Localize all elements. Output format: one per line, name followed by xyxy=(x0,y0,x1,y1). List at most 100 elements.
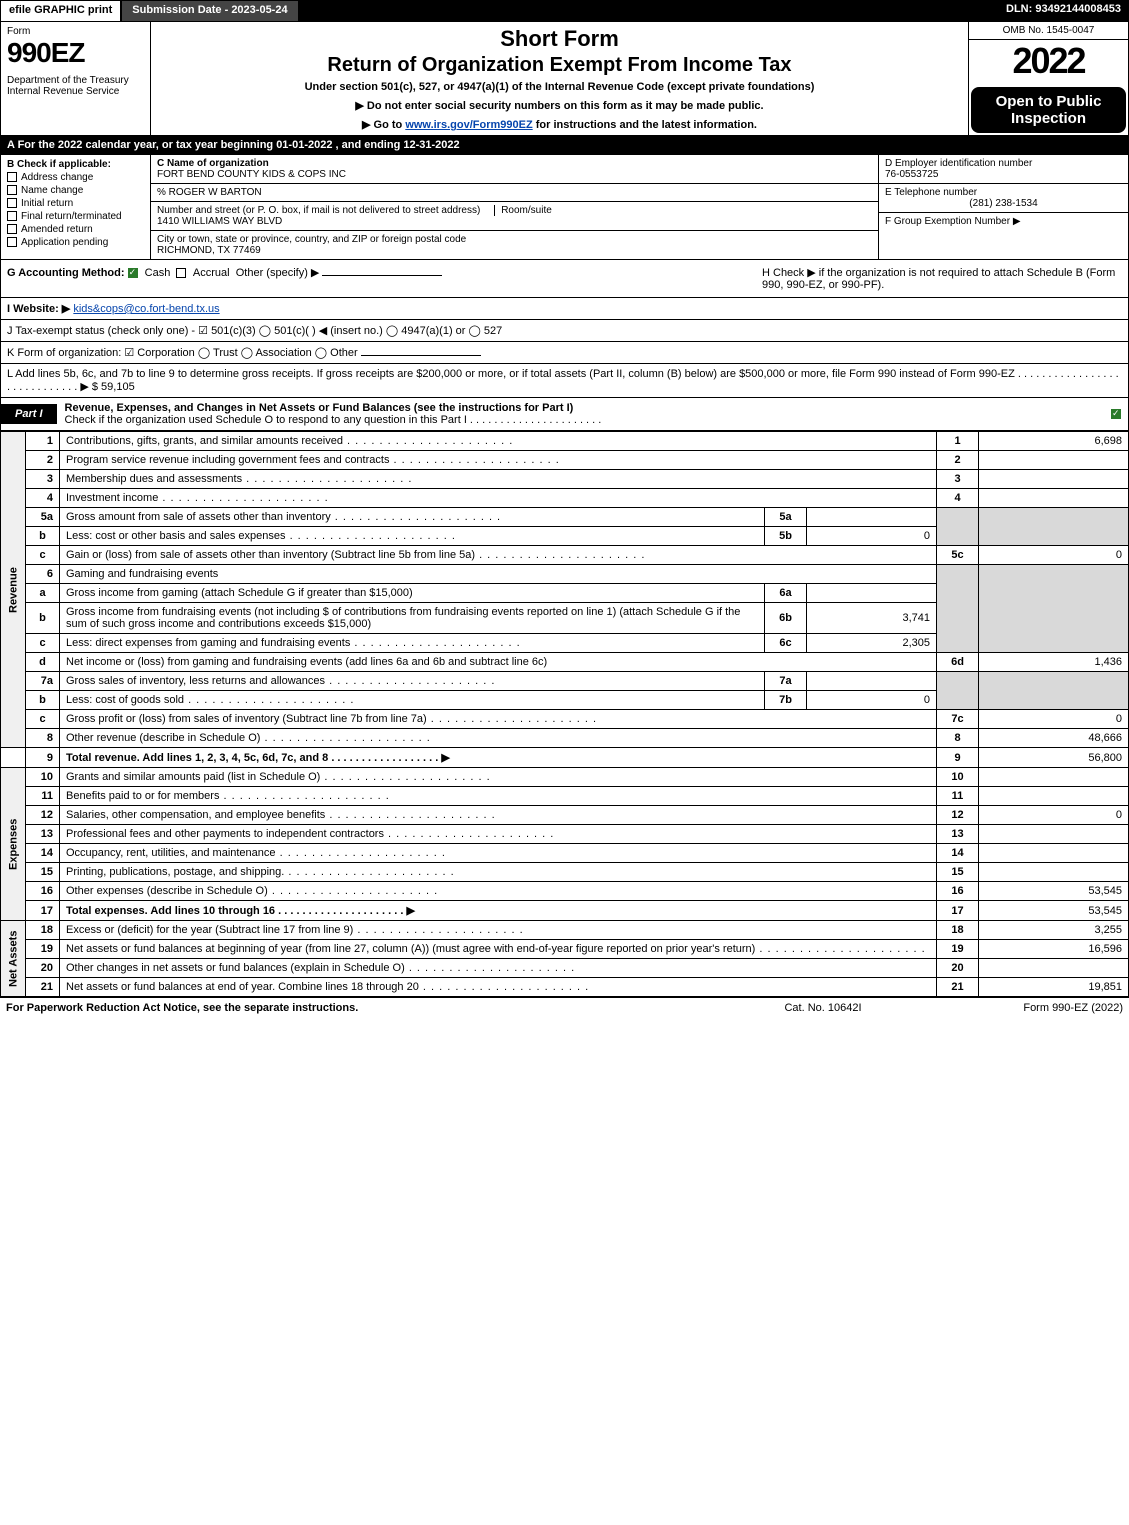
d-label: D Employer identification number xyxy=(885,158,1032,169)
shade-7ab-val xyxy=(979,672,1129,710)
g-accrual: Accrual xyxy=(193,267,230,279)
ln-19-desc: Net assets or fund balances at beginning… xyxy=(60,940,937,959)
h-block: H Check ▶ if the organization is not req… xyxy=(762,266,1122,291)
b-item-3: Final return/terminated xyxy=(21,211,122,222)
ln-17-num: 17 xyxy=(937,901,979,921)
footer-right: Form 990-EZ (2022) xyxy=(923,1002,1123,1014)
ln-8-val: 48,666 xyxy=(979,729,1129,748)
ln-18-num: 18 xyxy=(937,921,979,940)
shade-6-val xyxy=(979,565,1129,653)
ln-13-desc-text: Professional fees and other payments to … xyxy=(66,828,554,840)
revenue-label: Revenue xyxy=(1,432,26,748)
instr-2: ▶ Go to www.irs.gov/Form990EZ for instru… xyxy=(159,118,960,131)
ln-10-num: 10 xyxy=(937,768,979,787)
ln-6b-subval: 3,741 xyxy=(807,603,937,634)
ln-7c-no: c xyxy=(26,710,60,729)
irs-link[interactable]: www.irs.gov/Form990EZ xyxy=(405,119,532,131)
b-header: B Check if applicable: xyxy=(7,159,144,170)
ln-13-val xyxy=(979,825,1129,844)
ln-2-desc-text: Program service revenue including govern… xyxy=(66,454,560,466)
ln-2-no: 2 xyxy=(26,451,60,470)
phone-value: (281) 238-1534 xyxy=(885,198,1122,209)
ln-7c-desc: Gross profit or (loss) from sales of inv… xyxy=(60,710,937,729)
checkbox-icon[interactable] xyxy=(7,211,17,221)
l-text: L Add lines 5b, 6c, and 7b to line 9 to … xyxy=(7,368,1119,393)
c-careof: % ROGER W BARTON xyxy=(151,184,878,202)
ln-5a-subval xyxy=(807,508,937,527)
ln-6a-subval xyxy=(807,584,937,603)
row-a: A For the 2022 calendar year, or tax yea… xyxy=(0,136,1129,155)
chk-application-pending: Application pending xyxy=(7,237,144,248)
b-item-1: Name change xyxy=(21,185,83,196)
checkbox-icon[interactable] xyxy=(7,198,17,208)
ln-11-no: 11 xyxy=(26,787,60,806)
ln-21-val: 19,851 xyxy=(979,978,1129,997)
f-block: F Group Exemption Number ▶ xyxy=(879,213,1128,230)
checkbox-accrual-icon[interactable] xyxy=(176,268,186,278)
website-link[interactable]: kids&cops@co.fort-bend.tx.us xyxy=(73,303,219,315)
ln-10-desc-text: Grants and similar amounts paid (list in… xyxy=(66,771,491,783)
header-right: OMB No. 1545-0047 2022 Open to Public In… xyxy=(968,22,1128,135)
ln-6c-no: c xyxy=(26,634,60,653)
shade-6 xyxy=(937,565,979,653)
ln-21-desc: Net assets or fund balances at end of ye… xyxy=(60,978,937,997)
c-name-block: C Name of organization FORT BEND COUNTY … xyxy=(151,155,878,184)
ln-12-val: 0 xyxy=(979,806,1129,825)
ln-16-val: 53,545 xyxy=(979,882,1129,901)
ln-20-desc-text: Other changes in net assets or fund bala… xyxy=(66,962,575,974)
ln-6c-desc: Less: direct expenses from gaming and fu… xyxy=(60,634,765,653)
dln-label: DLN: 93492144008453 xyxy=(998,0,1129,22)
top-bar: efile GRAPHIC print Submission Date - 20… xyxy=(0,0,1129,22)
ln-5b-desc-text: Less: cost or other basis and sales expe… xyxy=(66,530,456,542)
tax-year: 2022 xyxy=(969,40,1128,85)
ln-6c-sub: 6c xyxy=(765,634,807,653)
part-i-checkbox xyxy=(1108,408,1128,420)
ln-18-val: 3,255 xyxy=(979,921,1129,940)
ln-1-desc-text: Contributions, gifts, grants, and simila… xyxy=(66,435,513,447)
ln-15-num: 15 xyxy=(937,863,979,882)
ln-6a-no: a xyxy=(26,584,60,603)
ln-18-desc: Excess or (deficit) for the year (Subtra… xyxy=(60,921,937,940)
part-i-header: Part I Revenue, Expenses, and Changes in… xyxy=(0,398,1129,431)
ln-4-no: 4 xyxy=(26,489,60,508)
col-def: D Employer identification number 76-0553… xyxy=(878,155,1128,259)
ln-8-desc-text: Other revenue (describe in Schedule O) xyxy=(66,732,431,744)
shade-7ab xyxy=(937,672,979,710)
ln-14-desc: Occupancy, rent, utilities, and maintena… xyxy=(60,844,937,863)
ln-7c-val: 0 xyxy=(979,710,1129,729)
ln-13-num: 13 xyxy=(937,825,979,844)
ln-20-val xyxy=(979,959,1129,978)
ln-5c-num: 5c xyxy=(937,546,979,565)
form-label: Form xyxy=(7,26,144,37)
checkbox-icon[interactable] xyxy=(7,237,17,247)
ln-14-desc-text: Occupancy, rent, utilities, and maintena… xyxy=(66,847,446,859)
ln-9-val: 56,800 xyxy=(979,748,1129,768)
b-item-4: Amended return xyxy=(21,224,93,235)
city-label: City or town, state or province, country… xyxy=(157,234,466,245)
department-label: Department of the Treasury Internal Reve… xyxy=(7,75,144,97)
ln-1-val: 6,698 xyxy=(979,432,1129,451)
chk-final-return: Final return/terminated xyxy=(7,211,144,222)
ln-17-val: 53,545 xyxy=(979,901,1129,921)
ln-9-no: 9 xyxy=(26,748,60,768)
ln-14-no: 14 xyxy=(26,844,60,863)
ln-3-num: 3 xyxy=(937,470,979,489)
h-text: H Check ▶ if the organization is not req… xyxy=(762,267,1115,291)
row-gh: G Accounting Method: Cash Accrual Other … xyxy=(0,260,1129,298)
checkbox-icon[interactable] xyxy=(7,185,17,195)
ln-5a-sub: 5a xyxy=(765,508,807,527)
ln-12-num: 12 xyxy=(937,806,979,825)
row-l: L Add lines 5b, 6c, and 7b to line 9 to … xyxy=(0,364,1129,398)
ln-3-desc-text: Membership dues and assessments xyxy=(66,473,412,485)
ln-5b-subval: 0 xyxy=(807,527,937,546)
checkbox-schedule-o-icon[interactable] xyxy=(1111,409,1121,419)
checkbox-icon[interactable] xyxy=(7,224,17,234)
expenses-label: Expenses xyxy=(1,768,26,921)
ln-6d-desc: Net income or (loss) from gaming and fun… xyxy=(60,653,937,672)
ln-19-val: 16,596 xyxy=(979,940,1129,959)
ln-10-desc: Grants and similar amounts paid (list in… xyxy=(60,768,937,787)
ln-7a-sub: 7a xyxy=(765,672,807,691)
checkbox-icon[interactable] xyxy=(7,172,17,182)
ln-6-desc: Gaming and fundraising events xyxy=(60,565,937,584)
checkbox-cash-icon[interactable] xyxy=(128,268,138,278)
